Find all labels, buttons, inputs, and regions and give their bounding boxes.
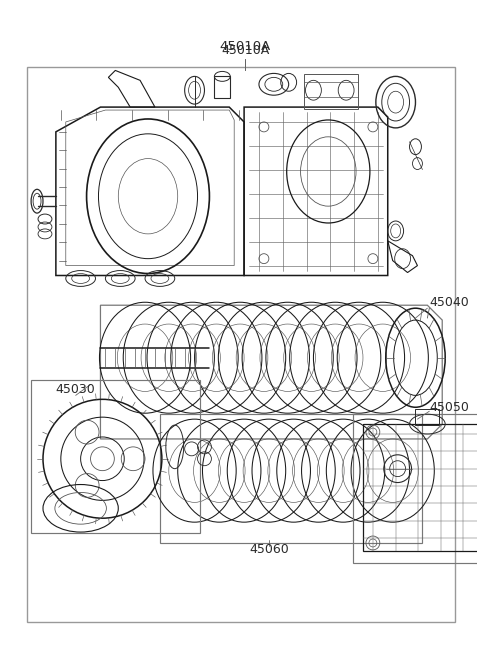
- Bar: [303, 74, 358, 109]
- Bar: [353, 414, 480, 563]
- Bar: [416, 409, 439, 425]
- Bar: [31, 380, 200, 533]
- Bar: [160, 414, 422, 543]
- Text: 45040: 45040: [429, 296, 469, 309]
- Bar: [27, 68, 455, 623]
- Text: 45060: 45060: [249, 543, 289, 556]
- Text: 45050: 45050: [429, 401, 469, 414]
- Bar: [363, 424, 480, 551]
- Bar: [215, 76, 230, 98]
- Text: 45010A: 45010A: [219, 40, 271, 53]
- Text: 45010A: 45010A: [221, 44, 269, 57]
- Text: 45030: 45030: [56, 383, 96, 396]
